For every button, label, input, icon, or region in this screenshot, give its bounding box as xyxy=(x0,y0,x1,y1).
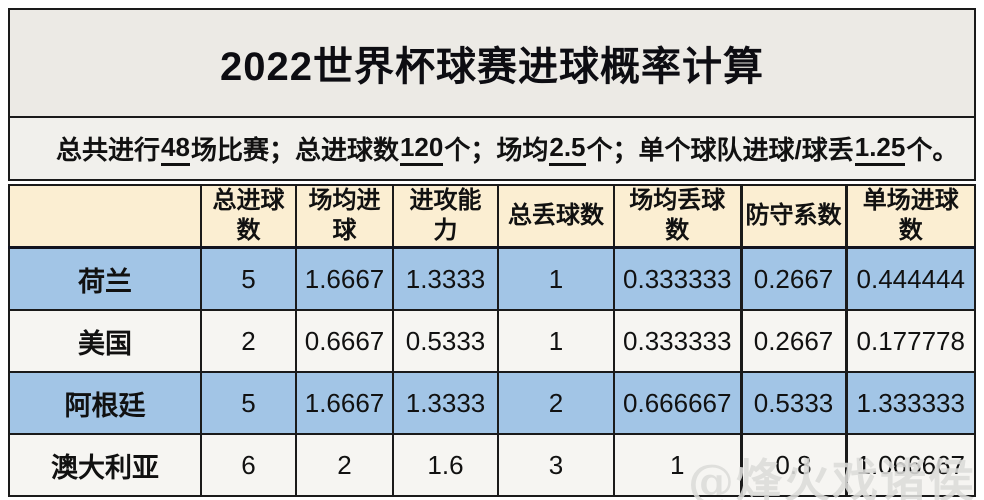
value-cell: 1.333333 xyxy=(844,371,976,435)
summary-text-segment: 个。 xyxy=(906,135,959,165)
summary-strip: 总共进行 48 场比赛；总进球数 120 个；场均 2.5 个；单个球队进球/球丢 1.25 个… xyxy=(8,118,976,181)
header-cell-conceded-per-match: 场均丢球数 xyxy=(613,184,742,249)
header-cell-total-conceded: 总丢球数 xyxy=(497,184,615,249)
summary-text-segment: 总共进行 xyxy=(56,135,161,165)
header-row: 总进球数 场均进球 进攻能力 总丢球数 场均丢球数 防守系数 单场进球数 xyxy=(8,184,976,249)
value-cell: 0.666667 xyxy=(613,371,742,435)
value-cell: 0.177778 xyxy=(844,309,976,373)
team-cell: 阿根廷 xyxy=(8,371,202,435)
title-banner: 2022世界杯球赛进球概率计算 xyxy=(8,8,976,118)
team-cell: 荷兰 xyxy=(8,246,202,311)
team-cell: 美国 xyxy=(8,309,202,373)
summary-stat-per-team: 1.25 xyxy=(854,132,906,166)
header-cell-attack: 进攻能力 xyxy=(392,184,499,249)
summary-stat-total-goals: 120 xyxy=(399,132,444,166)
value-cell: 1.6 xyxy=(392,433,499,497)
value-cell: 0.6667 xyxy=(295,309,394,373)
team-cell: 澳大利亚 xyxy=(8,433,202,497)
summary-stat-matches: 48 xyxy=(161,132,190,166)
table-row-netherlands: 荷兰 5 1.6667 1.3333 1 0.333333 0.2667 0.4… xyxy=(8,246,976,311)
value-cell: 1 xyxy=(497,246,615,311)
value-cell: 0.2667 xyxy=(739,246,847,311)
value-cell: 6 xyxy=(200,433,297,497)
table-row-usa: 美国 2 0.6667 0.5333 1 0.333333 0.2667 0.1… xyxy=(8,309,976,373)
value-cell: 1 xyxy=(497,309,615,373)
value-cell: 3 xyxy=(497,433,615,497)
header-cell-defense: 防守系数 xyxy=(739,184,847,249)
summary-stat-avg-goals: 2.5 xyxy=(549,132,586,166)
summary-text-segment: 场比赛；总进球数 xyxy=(190,135,399,165)
value-cell: 0.5333 xyxy=(739,371,847,435)
summary-text-segment: 个；单个球队进球/球丢 xyxy=(586,135,854,165)
value-cell: 1.066667 xyxy=(844,433,976,497)
value-cell: 1.3333 xyxy=(392,371,499,435)
value-cell: 1.6667 xyxy=(295,246,394,311)
header-cell-total-goals: 总进球数 xyxy=(200,184,297,249)
stats-table: 总进球数 场均进球 进攻能力 总丢球数 场均丢球数 防守系数 单场进球数 荷兰 … xyxy=(8,184,976,497)
value-cell: 0.2667 xyxy=(739,309,847,373)
value-cell: 0.333333 xyxy=(613,246,742,311)
value-cell: 2 xyxy=(200,309,297,373)
header-cell-team xyxy=(8,184,202,249)
value-cell: 1 xyxy=(613,433,742,497)
value-cell: 0.5333 xyxy=(392,309,499,373)
value-cell: 0.444444 xyxy=(844,246,976,311)
value-cell: 0.8 xyxy=(739,433,847,497)
goal-probability-sheet: 2022世界杯球赛进球概率计算 总共进行 48 场比赛；总进球数 120 个；场均 2.5… xyxy=(8,8,976,500)
value-cell: 1.3333 xyxy=(392,246,499,311)
value-cell: 2 xyxy=(497,371,615,435)
value-cell: 5 xyxy=(200,371,297,435)
table-row-argentina: 阿根廷 5 1.6667 1.3333 2 0.666667 0.5333 1.… xyxy=(8,371,976,435)
summary-text-segment: 个；场均 xyxy=(444,135,549,165)
header-cell-single-match-goals: 单场进球数 xyxy=(844,184,976,249)
table-row-australia: 澳大利亚 6 2 1.6 3 1 0.8 1.066667 xyxy=(8,433,976,497)
value-cell: 5 xyxy=(200,246,297,311)
value-cell: 1.6667 xyxy=(295,371,394,435)
value-cell: 0.333333 xyxy=(613,309,742,373)
value-cell: 2 xyxy=(295,433,394,497)
header-cell-goals-per-match: 场均进球 xyxy=(295,184,394,249)
page-title: 2022世界杯球赛进球概率计算 xyxy=(220,45,764,89)
